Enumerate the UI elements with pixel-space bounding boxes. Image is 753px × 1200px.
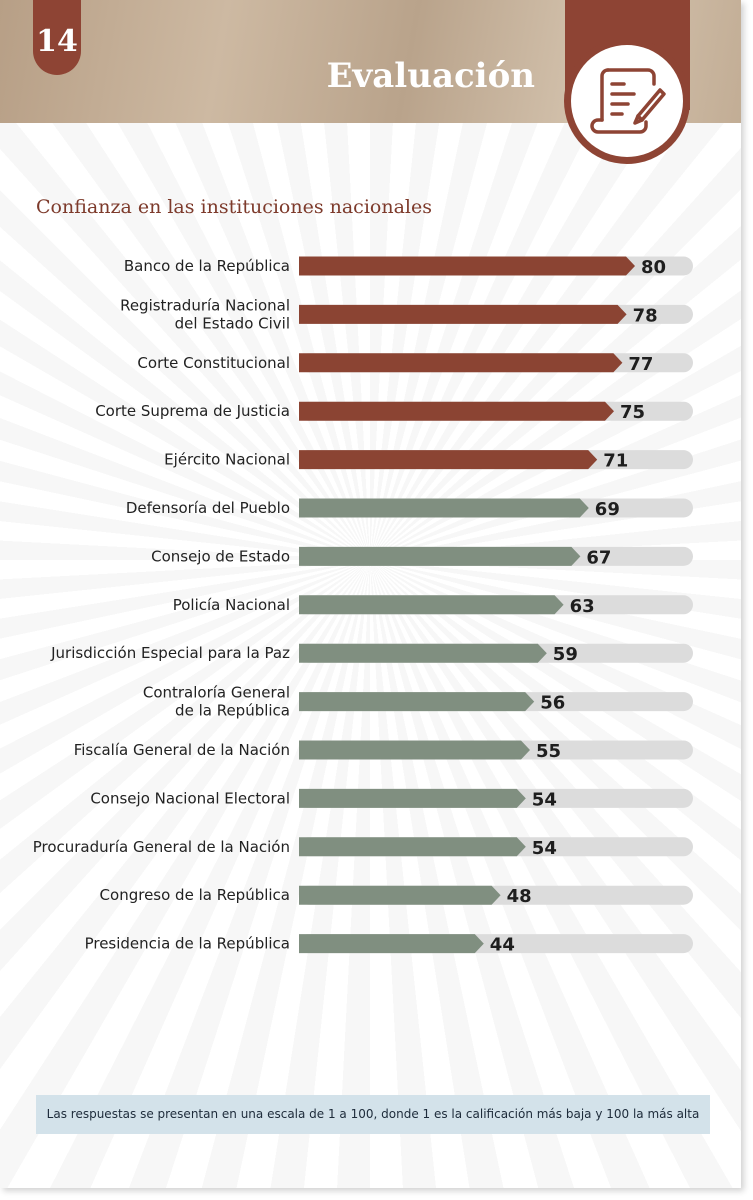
category-label: Corte Constitucional (137, 354, 290, 372)
data-label: 48 (507, 886, 532, 907)
category-label: Ejército Nacional (164, 451, 290, 469)
category-label: Jurisdicción Especial para la Paz (50, 644, 290, 662)
bar (299, 643, 547, 663)
data-label: 69 (595, 499, 620, 520)
page-number-tab (33, 0, 81, 75)
category-label: Defensoría del Pueblo (126, 499, 290, 517)
category-label: Procuraduría General de la Nación (33, 838, 290, 856)
page-number: 14 (36, 24, 78, 59)
category-label: Contraloría General de la República (143, 684, 290, 720)
bar (299, 740, 530, 760)
bar-chart: 80 Banco de la República 78 Registraduría N… (33, 256, 693, 956)
data-label: 56 (540, 693, 565, 714)
bar (299, 837, 526, 857)
data-label: 44 (490, 935, 515, 956)
category-label: Consejo Nacional Electoral (90, 789, 290, 807)
category-label: Fiscalía General de la Nación (74, 741, 290, 759)
bar (299, 304, 627, 324)
bar (299, 885, 501, 905)
category-label: Consejo de Estado (151, 547, 290, 565)
data-label: 54 (532, 838, 557, 859)
bar (299, 450, 598, 470)
bar (299, 353, 623, 373)
section-title: Evaluación (326, 56, 535, 96)
category-label: Policía Nacional (173, 596, 290, 614)
bar (299, 498, 589, 518)
bar (299, 595, 564, 615)
data-label: 75 (620, 402, 645, 423)
category-label: Presidencia de la República (85, 935, 290, 953)
footnote: Las respuestas se presentan en una escal… (36, 1095, 710, 1134)
bar (299, 401, 614, 421)
data-label: 59 (553, 644, 578, 665)
category-label: Corte Suprema de Justicia (95, 402, 290, 420)
bar (299, 788, 526, 808)
category-label: Congreso de la República (100, 886, 290, 904)
bar (299, 934, 484, 954)
document-quill-icon (590, 68, 666, 134)
data-label: 80 (641, 257, 666, 278)
data-label: 54 (532, 789, 557, 810)
category-label: Registraduría Nacional del Estado Civil (120, 296, 290, 332)
category-label: Banco de la República (124, 257, 290, 275)
data-label: 67 (586, 547, 611, 568)
data-label: 63 (570, 596, 595, 617)
data-label: 78 (633, 305, 658, 326)
report-page: 14 Evaluación Confianza en las instituci… (0, 0, 741, 1188)
bar (299, 692, 535, 712)
chart-title: Confianza en las instituciones nacionale… (36, 196, 432, 218)
data-label: 77 (628, 354, 653, 375)
data-label: 55 (536, 741, 561, 762)
bar (299, 256, 635, 276)
badge-inner (571, 45, 683, 157)
bar (299, 546, 581, 566)
data-label: 71 (603, 451, 628, 472)
